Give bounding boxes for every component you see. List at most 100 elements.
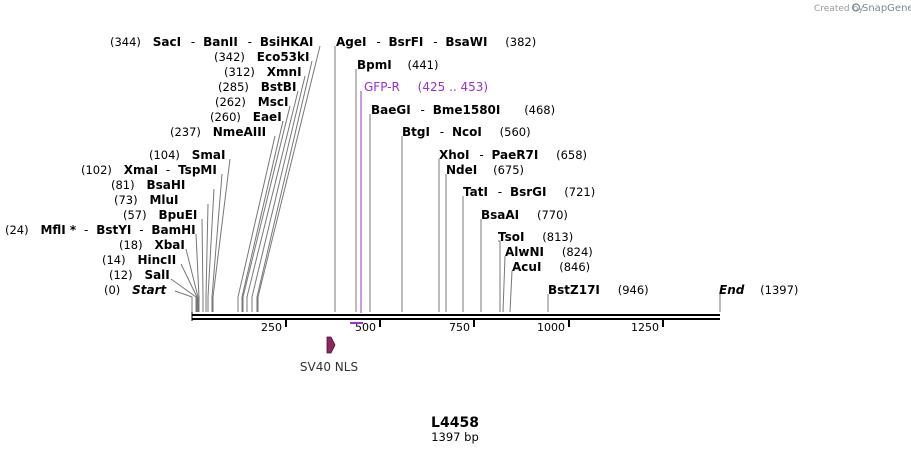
site-label: BtgI - NcoI (560) bbox=[401, 125, 531, 312]
site-text: (73) MluI bbox=[114, 193, 179, 207]
site-label: AgeI - BsrFI - BsaWI (382) bbox=[334, 35, 536, 312]
site-text: AlwNI (824) bbox=[505, 245, 593, 259]
site-leader-line bbox=[185, 248, 199, 312]
snapgene-credit: Created by SnapGene bbox=[814, 3, 911, 14]
site-label: BaeGI - Bme1580I (468) bbox=[369, 103, 555, 312]
site-text: (24) MflI * - BstYI - BamHI bbox=[5, 223, 196, 237]
site-text: (0) Start bbox=[104, 283, 168, 297]
site-leader-line bbox=[201, 218, 204, 312]
site-text: BpmI (441) bbox=[357, 58, 438, 72]
site-leader-line bbox=[205, 203, 209, 312]
site-text: (262) MscI bbox=[215, 95, 288, 109]
site-text: (104) SmaI bbox=[149, 148, 225, 162]
site-text: (14) HincII bbox=[102, 253, 176, 267]
site-leader-line bbox=[174, 290, 193, 312]
site-label: (0) Start bbox=[104, 283, 193, 312]
site-leader-line bbox=[251, 75, 306, 312]
site-label: AcuI (846) bbox=[509, 260, 590, 313]
site-label: BstZ17I (946) bbox=[547, 283, 649, 312]
axis-tick-label: 500 bbox=[355, 321, 376, 334]
site-label: (18) XbaI bbox=[119, 238, 199, 312]
site-text: AgeI - BsrFI - BsaWI (382) bbox=[336, 35, 536, 49]
site-leader-line bbox=[170, 278, 197, 312]
site-text: BsaAI (770) bbox=[481, 208, 568, 222]
plasmid-length: 1397 bp bbox=[431, 430, 479, 444]
feature-arrow[interactable] bbox=[326, 336, 336, 354]
site-leader-line bbox=[211, 173, 223, 312]
sites-right: AgeI - BsrFI - BsaWI (382) BpmI (441) Ba… bbox=[334, 35, 798, 313]
site-label: (344) SacI - BanII - BsiHKAI bbox=[110, 35, 321, 312]
site-text: TsoI (813) bbox=[498, 230, 573, 244]
site-text: (312) XmnI bbox=[224, 65, 302, 79]
site-text: (285) BstBI bbox=[218, 80, 296, 94]
sites-left: (0) Start (12) SalI (14) HincII (18) bbox=[5, 35, 321, 312]
axis: 250 500 750 1000 1250 bbox=[261, 320, 664, 334]
site-leader-line bbox=[237, 135, 276, 312]
site-label: (102) XmaI - TspMI bbox=[81, 163, 223, 312]
site-label: TsoI (813) bbox=[498, 230, 573, 312]
site-label: BsaAI (770) bbox=[480, 208, 568, 312]
site-label: (342) Eco53kI bbox=[214, 50, 313, 312]
site-label: (285) BstBI bbox=[218, 80, 299, 312]
site-text: (344) SacI - BanII - BsiHKAI bbox=[110, 35, 313, 49]
site-label: (237) NmeAIII bbox=[170, 125, 276, 312]
site-leader-line bbox=[246, 90, 299, 312]
site-text: BaeGI - Bme1580I (468) bbox=[371, 103, 555, 117]
site-label: (81) BsaHI bbox=[111, 178, 215, 312]
site-label: End (1397) bbox=[719, 283, 798, 312]
site-leader-line bbox=[195, 233, 200, 312]
axis-tick-label: 250 bbox=[261, 321, 282, 334]
primer-label: GFP-R (425 .. 453) bbox=[364, 80, 488, 94]
snapgene-logo-icon bbox=[851, 3, 861, 12]
site-label: (57) BpuEI bbox=[123, 208, 204, 312]
site-leader-line bbox=[498, 240, 501, 312]
site-leader-line bbox=[212, 158, 231, 312]
credit-text: Created by bbox=[814, 4, 864, 14]
site-label: (312) XmnI bbox=[224, 65, 306, 312]
site-text: TatI - BsrGI (721) bbox=[463, 185, 595, 199]
site-text: BtgI - NcoI (560) bbox=[402, 125, 531, 139]
site-text: End (1397) bbox=[719, 283, 798, 297]
site-leader-line bbox=[509, 270, 513, 313]
site-label: TatI - BsrGI (721) bbox=[462, 185, 595, 312]
site-text: AcuI (846) bbox=[512, 260, 590, 274]
site-text: XhoI - PaeR7I (658) bbox=[439, 148, 587, 162]
site-text: (12) SalI bbox=[109, 268, 170, 282]
axis-tick-label: 1250 bbox=[631, 321, 659, 334]
site-leader-line bbox=[257, 45, 321, 312]
site-leader-line bbox=[242, 105, 291, 312]
site-label: BpmI (441) bbox=[355, 58, 438, 312]
site-label: (260) EaeI bbox=[210, 110, 284, 312]
site-leader-line bbox=[207, 188, 215, 312]
site-label: XhoI - PaeR7I (658) bbox=[438, 148, 587, 312]
site-text: (18) XbaI bbox=[119, 238, 185, 252]
axis-tick-label: 1000 bbox=[537, 321, 565, 334]
site-text: (81) BsaHI bbox=[111, 178, 185, 192]
site-label: (262) MscI bbox=[215, 95, 291, 312]
site-leader-line bbox=[502, 255, 506, 313]
primer-gfp-r[interactable]: GFP-R (425 .. 453) bbox=[350, 80, 488, 324]
site-text: (260) EaeI bbox=[210, 110, 282, 124]
site-text: NdeI (675) bbox=[446, 163, 524, 177]
site-text: (342) Eco53kI bbox=[214, 50, 309, 64]
site-leader-line bbox=[256, 60, 313, 312]
feature-sv40-nls[interactable]: SV40 NLS bbox=[300, 336, 358, 374]
site-leader-line bbox=[180, 263, 198, 312]
site-text: (237) NmeAIII bbox=[170, 125, 266, 139]
site-text: (57) BpuEI bbox=[123, 208, 197, 222]
site-label: (12) SalI bbox=[109, 268, 197, 312]
site-label: (14) HincII bbox=[102, 253, 198, 312]
axis-tick-label: 750 bbox=[449, 321, 470, 334]
site-leader-line bbox=[241, 120, 284, 312]
plasmid-title: L4458 bbox=[431, 415, 479, 431]
site-label: AlwNI (824) bbox=[502, 245, 593, 313]
sequence-backbone bbox=[191, 311, 720, 321]
site-label: (24) MflI * - BstYI - BamHI bbox=[5, 223, 200, 312]
site-label: (73) MluI bbox=[114, 193, 209, 312]
site-label: (104) SmaI bbox=[149, 148, 231, 312]
site-text: (102) XmaI - TspMI bbox=[81, 163, 217, 177]
site-label: NdeI (675) bbox=[445, 163, 524, 312]
credit-brand: SnapGene bbox=[862, 3, 911, 14]
site-text: BstZ17I (946) bbox=[548, 283, 649, 297]
